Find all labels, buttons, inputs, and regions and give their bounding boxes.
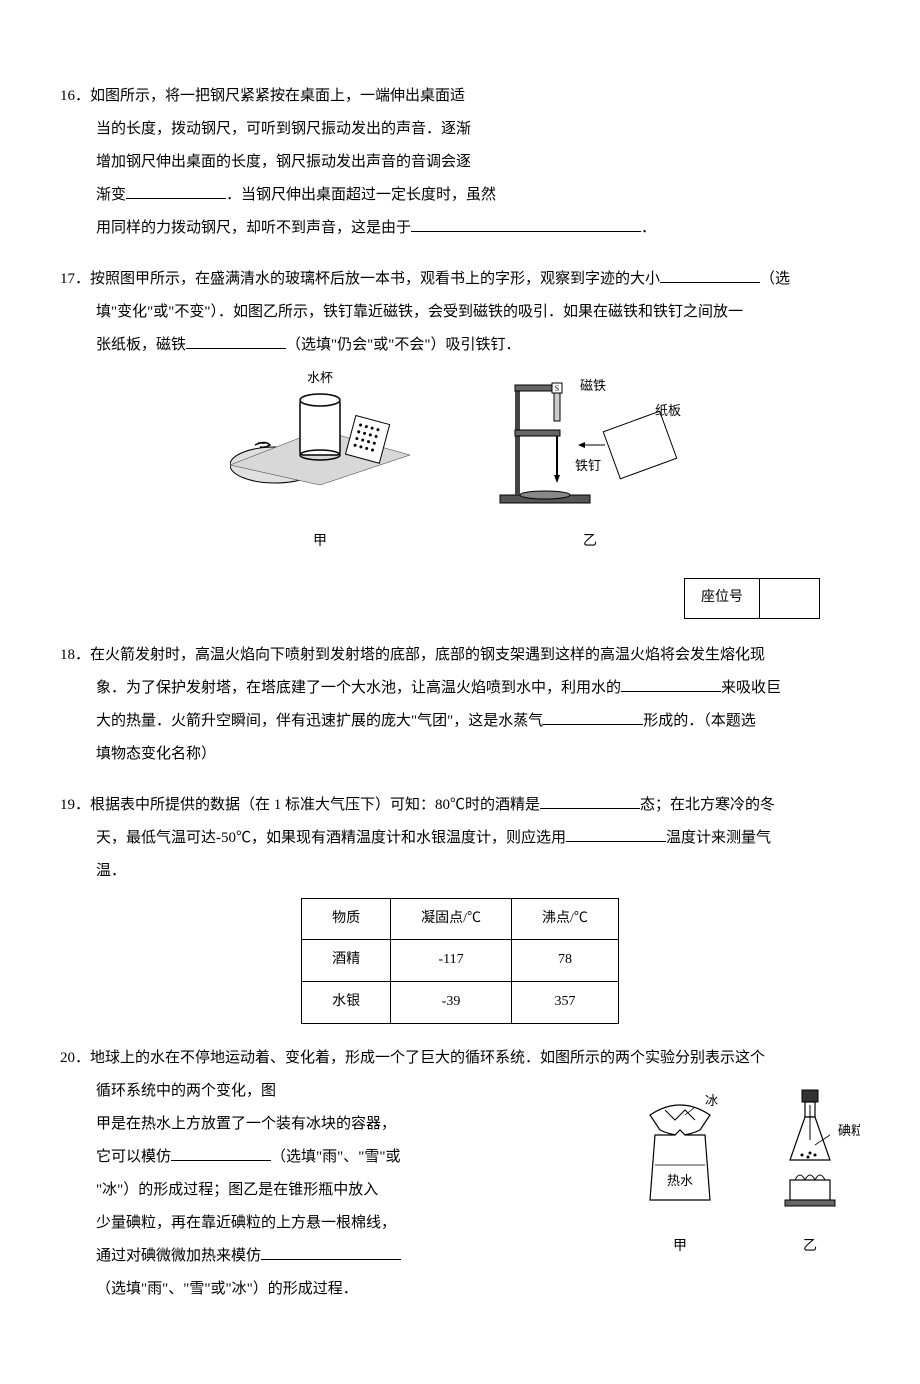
table-row: 酒精 -117 78 <box>302 940 619 982</box>
question-20: 20．地球上的水在不停地运动着、变化着，形成一个了巨大的循环系统．如图所示的两个… <box>60 1042 860 1306</box>
q20-figure-jia: 冰 热水 甲 <box>630 1085 730 1263</box>
seat-value <box>760 578 820 618</box>
cup-diagram-icon: 水杯 <box>230 370 410 510</box>
svg-text:碘粒: 碘粒 <box>838 1123 860 1138</box>
q17-yi-label: 乙 <box>490 527 690 558</box>
q17-figures: 水杯 甲 <box>60 370 860 558</box>
svg-text:水杯: 水杯 <box>307 370 333 385</box>
blank-20-1 <box>171 1146 271 1161</box>
svg-text:铁钉: 铁钉 <box>575 458 601 473</box>
blank-19-2 <box>566 827 666 842</box>
blank-17-2 <box>186 334 286 349</box>
q18-line4: 填物态变化名称） <box>60 738 860 771</box>
blank-16-2 <box>411 217 641 232</box>
iodine-diagram-icon: 碘粒 <box>760 1085 860 1215</box>
q18-line2: 象．为了保护发射塔，在塔底建了一个大水池，让高温火焰喷到水中，利用水的来吸收巨 <box>60 672 860 705</box>
question-16: 16．如图所示，将一把钢尺紧紧按在桌面上，一端伸出桌面适 当的长度，拨动钢尺，可… <box>60 80 860 245</box>
svg-text:S: S <box>555 384 559 393</box>
q17-line2: 填"变化"或"不变"）．如图乙所示，铁钉靠近磁铁，会受到磁铁的吸引．如果在磁铁和… <box>60 296 860 329</box>
blank-16-1 <box>126 184 226 199</box>
q20-yi-label: 乙 <box>760 1232 860 1263</box>
q16-num: 16． <box>60 88 90 104</box>
seat-label: 座位号 <box>685 578 760 618</box>
q20-num: 20． <box>60 1050 90 1066</box>
q20-figure-yi: 碘粒 乙 <box>760 1085 860 1263</box>
blank-18-1 <box>621 677 721 692</box>
q17-line3: 张纸板，磁铁（选填"仍会"或"不会"）吸引铁钉． <box>60 329 860 362</box>
q17-line1: 17．按照图甲所示，在盛满清水的玻璃杯后放一本书，观看书上的字形，观察到字迹的大… <box>60 263 860 296</box>
q17-figure-jia: 水杯 甲 <box>230 370 410 558</box>
q16-line3: 增加钢尺伸出桌面的长度，钢尺振动发出声音的音调会逐 <box>60 146 860 179</box>
svg-text:纸板: 纸板 <box>655 403 681 418</box>
q19-line1: 19．根据表中所提供的数据（在 1 标准大气压下）可知：80℃时的酒精是态；在北… <box>60 789 860 822</box>
question-17: 17．按照图甲所示，在盛满清水的玻璃杯后放一本书，观看书上的字形，观察到字迹的大… <box>60 263 860 558</box>
q19-num: 19． <box>60 797 90 813</box>
blank-17-1 <box>660 268 760 283</box>
seat-number-box: 座位号 <box>60 578 820 619</box>
q16-line1: 16．如图所示，将一把钢尺紧紧按在桌面上，一端伸出桌面适 <box>60 80 860 113</box>
q18-num: 18． <box>60 647 90 663</box>
svg-text:冰: 冰 <box>705 1093 718 1108</box>
q17-jia-label: 甲 <box>230 527 410 558</box>
blank-18-2 <box>543 710 643 725</box>
q20-intro: 20．地球上的水在不停地运动着、变化着，形成一个了巨大的循环系统．如图所示的两个… <box>60 1042 860 1075</box>
th-boiling: 沸点/℃ <box>512 898 619 940</box>
q17-num: 17． <box>60 271 90 287</box>
table-row: 水银 -39 357 <box>302 982 619 1024</box>
q16-line4: 渐变．当钢尺伸出桌面超过一定长度时，虽然 <box>60 179 860 212</box>
svg-text:热水: 热水 <box>667 1173 693 1188</box>
q16-line5: 用同样的力拨动钢尺，却听不到声音，这是由于． <box>60 212 860 245</box>
th-freezing: 凝固点/℃ <box>391 898 512 940</box>
q19-line3: 温． <box>60 855 860 888</box>
blank-20-2 <box>261 1245 401 1260</box>
th-substance: 物质 <box>302 898 391 940</box>
q17-figure-yi: S 铁钉 磁铁 纸板 乙 <box>490 370 690 558</box>
q20-text-block: 循环系统中的两个变化，图 甲是在热水上方放置了一个装有冰块的容器， 它可以模仿（… <box>96 1075 610 1306</box>
magnet-diagram-icon: S 铁钉 磁铁 纸板 <box>490 370 690 510</box>
q19-line2: 天，最低气温可达-50℃，如果现有酒精温度计和水银温度计，则应选用温度计来测量气 <box>60 822 860 855</box>
table-header-row: 物质 凝固点/℃ 沸点/℃ <box>302 898 619 940</box>
question-18: 18．在火箭发射时，高温火焰向下喷射到发射塔的底部，底部的钢支架遇到这样的高温火… <box>60 639 860 771</box>
svg-text:磁铁: 磁铁 <box>580 378 606 393</box>
q16-line2: 当的长度，拨动钢尺，可听到钢尺振动发出的声音．逐渐 <box>60 113 860 146</box>
q20-jia-label: 甲 <box>630 1232 730 1263</box>
ice-water-diagram-icon: 冰 热水 <box>630 1085 730 1215</box>
q18-line1: 18．在火箭发射时，高温火焰向下喷射到发射塔的底部，底部的钢支架遇到这样的高温火… <box>60 639 860 672</box>
question-19: 19．根据表中所提供的数据（在 1 标准大气压下）可知：80℃时的酒精是态；在北… <box>60 789 860 1024</box>
blank-19-1 <box>540 794 640 809</box>
q18-line3: 大的热量．火箭升空瞬间，伴有迅速扩展的庞大"气团"，这是水蒸气形成的．（本题选 <box>60 705 860 738</box>
q19-data-table: 物质 凝固点/℃ 沸点/℃ 酒精 -117 78 水银 -39 357 <box>301 898 619 1024</box>
q20-figures: 冰 热水 甲 碘粒 <box>630 1085 860 1263</box>
